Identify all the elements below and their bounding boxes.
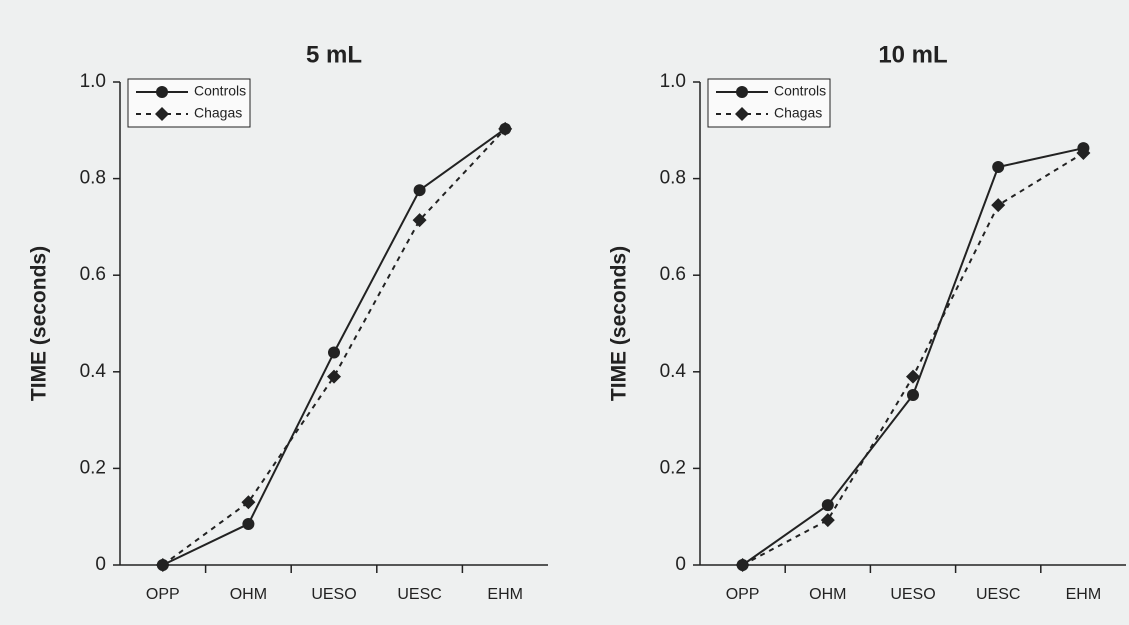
marker (156, 86, 168, 98)
y-tick-label: 0.6 (660, 264, 686, 285)
x-tick-label: OHM (809, 586, 846, 603)
marker (328, 346, 340, 359)
x-tick-label: EHM (1066, 586, 1102, 603)
y-axis-label: TIME (seconds) (28, 246, 51, 401)
chart-title: 10 mL (878, 41, 947, 68)
legend-label: Controls (774, 83, 826, 99)
legend-label: Chagas (194, 105, 242, 121)
y-tick-label: 0.2 (80, 457, 106, 478)
legend-label: Chagas (774, 105, 822, 121)
y-tick-label: 1.0 (660, 71, 686, 92)
legend-box (707, 78, 831, 128)
x-tick-label: UESC (397, 586, 441, 603)
x-tick-label: OPP (726, 586, 760, 603)
marker (736, 86, 748, 98)
y-axis-label: TIME (seconds) (608, 246, 631, 401)
y-tick-label: 1.0 (80, 71, 106, 92)
y-tick-label: 0.4 (80, 361, 107, 382)
marker (412, 213, 427, 228)
marker (242, 517, 255, 530)
legend-label: Controls (194, 83, 246, 99)
marker (991, 198, 1006, 213)
series-line (162, 128, 506, 566)
y-tick-label: 0.8 (660, 168, 686, 189)
marker (820, 513, 835, 528)
y-tick-label: 0.8 (80, 168, 106, 189)
y-tick-label: 0 (95, 554, 106, 575)
marker (155, 107, 169, 121)
y-tick-label: 0.6 (80, 264, 106, 285)
marker (241, 495, 256, 510)
marker (1076, 146, 1091, 161)
legend-box (127, 78, 251, 128)
x-tick-label: OHM (230, 586, 267, 603)
marker (906, 369, 920, 384)
marker (413, 184, 426, 197)
y-tick-label: 0.2 (660, 457, 686, 478)
marker (992, 161, 1005, 174)
chart-title: 5 mL (306, 41, 362, 68)
marker (735, 558, 750, 572)
x-tick-label: UESO (890, 586, 935, 603)
marker (735, 107, 749, 121)
y-tick-label: 0 (675, 554, 686, 575)
x-tick-label: EHM (487, 586, 523, 603)
marker (155, 558, 170, 572)
y-tick-label: 0.4 (660, 361, 687, 382)
marker (821, 499, 834, 512)
x-tick-label: UESO (311, 586, 356, 603)
x-tick-label: UESC (976, 586, 1020, 603)
marker (327, 369, 341, 384)
marker (907, 388, 919, 401)
x-tick-label: OPP (146, 586, 180, 603)
marker (498, 121, 513, 136)
